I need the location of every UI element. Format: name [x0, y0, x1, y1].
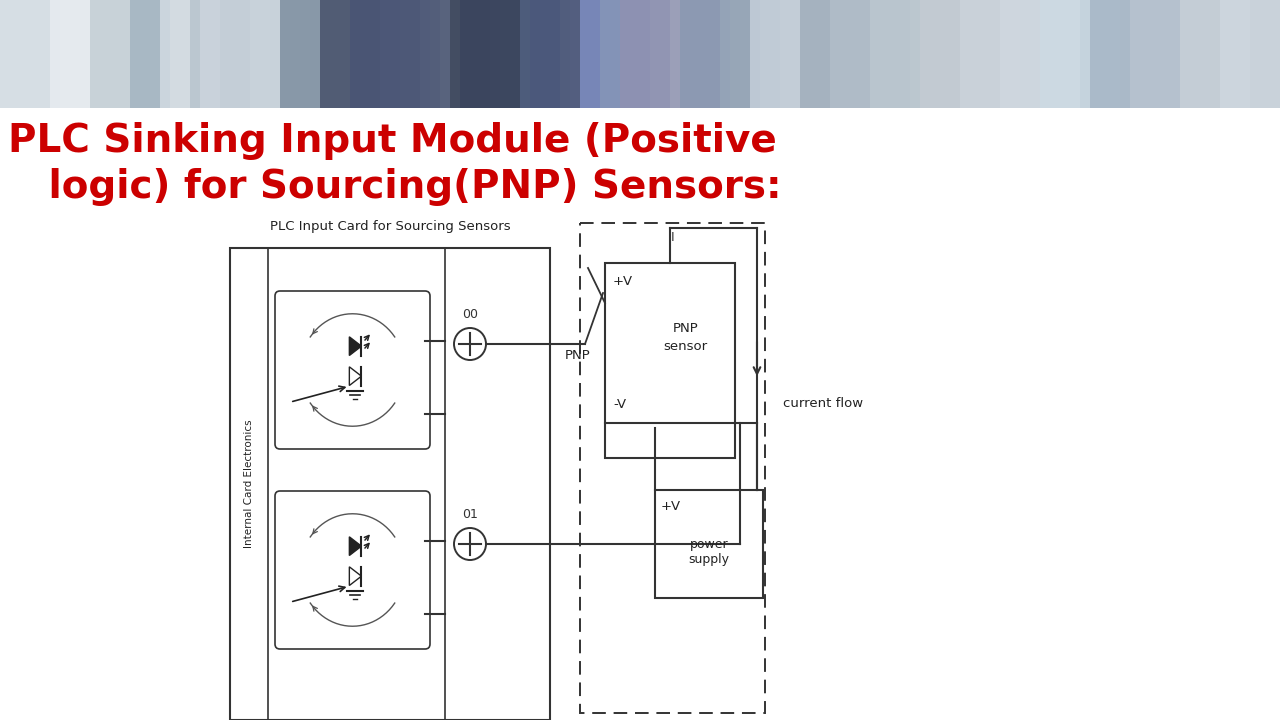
Bar — [1039, 0, 1120, 108]
Bar — [1000, 0, 1091, 108]
Bar — [160, 0, 189, 108]
Bar — [780, 0, 870, 108]
Bar — [870, 0, 960, 108]
Bar — [451, 0, 580, 108]
Text: PLC Sinking Input Module (Positive: PLC Sinking Input Module (Positive — [8, 122, 777, 160]
Bar — [349, 0, 430, 108]
Text: PLC Input Card for Sourcing Sensors: PLC Input Card for Sourcing Sensors — [270, 220, 511, 233]
FancyBboxPatch shape — [275, 291, 430, 449]
Bar — [920, 0, 1020, 108]
Bar — [580, 223, 765, 713]
Text: -V: -V — [613, 398, 626, 411]
Bar — [380, 0, 440, 108]
Bar — [50, 0, 90, 108]
Bar — [420, 0, 500, 108]
Polygon shape — [349, 537, 361, 556]
Circle shape — [454, 528, 486, 560]
Bar — [655, 490, 763, 598]
Bar — [230, 248, 550, 720]
Bar — [1039, 0, 1091, 108]
Text: Internal Card Electronics: Internal Card Electronics — [244, 420, 253, 549]
Polygon shape — [349, 567, 361, 585]
Bar — [280, 0, 399, 108]
Polygon shape — [349, 337, 361, 356]
Text: +V: +V — [613, 275, 634, 288]
Bar — [960, 0, 1039, 108]
Bar — [620, 0, 719, 108]
Bar — [680, 0, 760, 108]
Bar — [530, 0, 620, 108]
Bar — [490, 0, 561, 108]
Bar — [0, 0, 60, 108]
Bar — [60, 0, 90, 108]
Polygon shape — [349, 366, 361, 385]
Bar — [570, 0, 650, 108]
Bar — [131, 0, 250, 108]
Text: power
supply: power supply — [689, 538, 730, 566]
Bar — [600, 0, 669, 108]
Circle shape — [454, 328, 486, 360]
Bar — [730, 0, 829, 108]
Bar — [1130, 0, 1210, 108]
Bar — [0, 0, 1280, 108]
Bar — [605, 263, 735, 458]
Text: 00: 00 — [462, 308, 477, 321]
Text: +V: +V — [660, 500, 681, 513]
Bar — [460, 0, 520, 108]
FancyBboxPatch shape — [275, 491, 430, 649]
Bar — [0, 0, 180, 108]
Bar — [1080, 0, 1180, 108]
Text: current flow: current flow — [783, 397, 863, 410]
Bar — [1220, 0, 1280, 108]
Bar — [320, 0, 520, 108]
Bar — [170, 0, 220, 108]
Bar — [200, 0, 300, 108]
Bar — [750, 0, 800, 108]
Text: logic) for Sourcing(PNP) Sensors:: logic) for Sourcing(PNP) Sensors: — [8, 168, 782, 206]
Bar — [320, 0, 380, 108]
Text: I: I — [671, 231, 675, 244]
Text: PNP
sensor: PNP sensor — [663, 322, 708, 353]
Text: 01: 01 — [462, 508, 477, 521]
Bar — [829, 0, 910, 108]
Text: PNP: PNP — [564, 349, 591, 362]
Bar — [1180, 0, 1251, 108]
